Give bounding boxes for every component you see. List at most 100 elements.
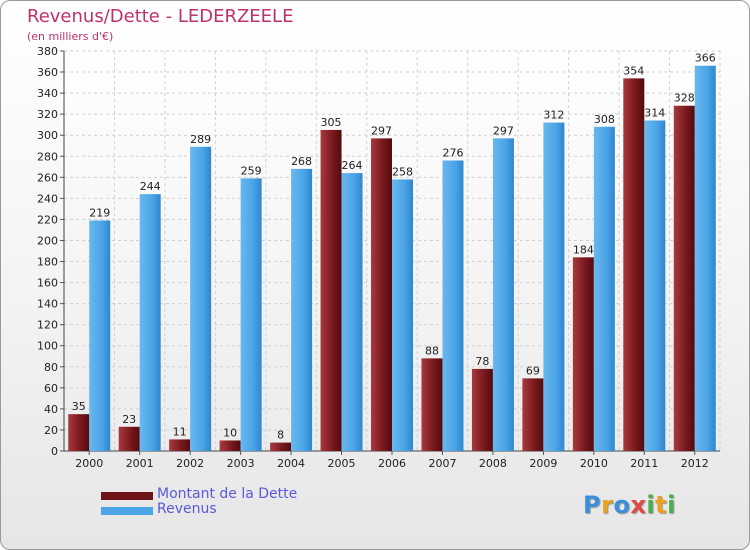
x-tick-label: 2008 — [479, 457, 507, 470]
data-label-revenus: 264 — [342, 159, 363, 172]
bar-dette — [623, 78, 645, 452]
data-label-dette: 78 — [475, 355, 489, 368]
y-tick-label: 260 — [37, 171, 58, 184]
x-tick-label: 2006 — [378, 457, 406, 470]
data-label-dette: 23 — [122, 413, 136, 426]
y-tick-label: 60 — [44, 382, 58, 395]
chart-title: Revenus/Dette - LEDERZEELE — [27, 6, 294, 27]
data-label-dette: 35 — [72, 400, 86, 413]
bar-dette — [320, 129, 342, 451]
x-tick-label: 2000 — [75, 457, 103, 470]
y-tick-label: 180 — [37, 256, 58, 269]
bar-dette — [522, 378, 544, 451]
logo-letter-4: i — [646, 491, 656, 519]
logo-letter-2: o — [613, 491, 631, 519]
logo-letter-5: t — [655, 491, 668, 519]
bar-revenus — [543, 122, 565, 451]
data-label-revenus: 308 — [594, 113, 615, 126]
data-label-revenus: 258 — [392, 165, 413, 178]
bar-revenus — [644, 120, 666, 451]
y-tick-label: 240 — [37, 192, 58, 205]
data-label-revenus: 244 — [140, 180, 161, 193]
bar-revenus — [240, 178, 262, 452]
y-tick-label: 380 — [37, 45, 58, 58]
data-label-revenus: 259 — [241, 164, 262, 177]
x-tick-label: 2009 — [529, 457, 557, 470]
legend-swatch-revenus — [101, 507, 153, 515]
data-label-revenus: 276 — [442, 146, 463, 159]
data-label-revenus: 289 — [190, 133, 211, 146]
legend-swatch-dette — [101, 492, 153, 500]
chart-subtitle: (en milliers d'€) — [27, 30, 114, 43]
logo-letter-3: x — [630, 491, 647, 519]
bar-dette — [219, 440, 241, 451]
bar-revenus — [190, 146, 212, 451]
data-label-revenus: 366 — [695, 52, 716, 65]
bar-revenus — [341, 173, 363, 451]
logo-letter-1: r — [601, 491, 614, 519]
bar-revenus — [694, 65, 716, 451]
y-tick-label: 40 — [44, 403, 58, 416]
y-tick-label: 220 — [37, 213, 58, 226]
y-tick-label: 20 — [44, 424, 58, 437]
bar-revenus — [593, 126, 615, 451]
bar-dette — [270, 442, 292, 451]
bar-revenus — [442, 160, 464, 451]
proxiti-logo: Proxiti — [583, 491, 676, 519]
data-label-revenus: 268 — [291, 155, 312, 168]
y-tick-label: 160 — [37, 277, 58, 290]
bar-dette — [673, 105, 695, 451]
data-label-revenus: 219 — [89, 206, 110, 219]
bar-revenus — [139, 194, 161, 451]
y-tick-label: 320 — [37, 108, 58, 121]
data-label-dette: 328 — [674, 92, 695, 105]
bar-dette — [169, 439, 191, 451]
legend-label-revenus: Revenus — [157, 501, 217, 517]
logo-letter-0: P — [583, 491, 602, 519]
x-tick-label: 2011 — [630, 457, 658, 470]
data-label-dette: 88 — [425, 344, 439, 357]
y-tick-label: 300 — [37, 129, 58, 142]
bar-revenus — [392, 179, 413, 451]
x-tick-label: 2010 — [580, 457, 608, 470]
legend-label-dette: Montant de la Dette — [157, 486, 298, 502]
data-label-dette: 8 — [277, 429, 284, 442]
x-tick-label: 2003 — [227, 457, 255, 470]
bar-dette — [68, 414, 90, 451]
bar-revenus — [291, 168, 313, 452]
logo-letter-6: i — [667, 491, 676, 519]
x-tick-label: 2005 — [328, 457, 356, 470]
x-tick-label: 2002 — [176, 457, 204, 470]
bar-dette — [371, 138, 392, 452]
data-label-dette: 10 — [223, 426, 237, 439]
data-label-dette: 354 — [623, 64, 644, 77]
y-tick-label: 80 — [44, 361, 58, 374]
x-tick-label: 2007 — [428, 457, 456, 470]
data-label-dette: 305 — [321, 116, 342, 129]
data-label-dette: 184 — [573, 243, 594, 256]
bar-revenus — [492, 138, 514, 452]
x-tick-label: 2004 — [277, 457, 305, 470]
bar-dette — [118, 426, 140, 451]
bar-dette — [471, 368, 493, 451]
data-label-dette: 297 — [371, 124, 392, 137]
x-tick-label: 2001 — [126, 457, 154, 470]
data-label-revenus: 297 — [493, 124, 514, 137]
y-tick-label: 360 — [37, 66, 58, 79]
bar-dette — [572, 257, 594, 451]
x-tick-label: 2012 — [681, 457, 709, 470]
y-tick-label: 0 — [51, 445, 58, 458]
y-tick-label: 340 — [37, 87, 58, 100]
data-label-dette: 69 — [526, 364, 540, 377]
bar-dette — [421, 358, 443, 451]
data-label-revenus: 312 — [543, 109, 564, 122]
bar-revenus — [89, 220, 111, 451]
y-tick-label: 120 — [37, 319, 58, 332]
data-label-dette: 11 — [173, 425, 187, 438]
y-tick-label: 280 — [37, 150, 58, 163]
y-tick-label: 100 — [37, 340, 58, 353]
y-tick-label: 140 — [37, 298, 58, 311]
y-tick-label: 200 — [37, 234, 58, 247]
